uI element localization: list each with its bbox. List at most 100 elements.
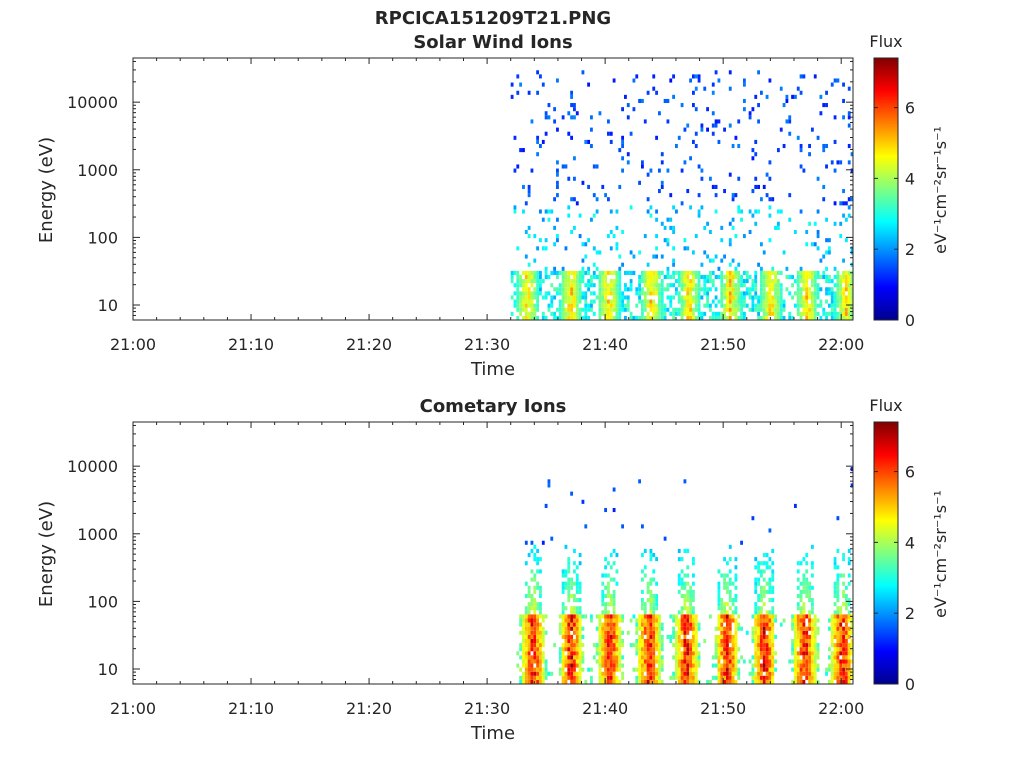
spectrogram-cell <box>742 303 746 308</box>
spectrogram-cell <box>692 279 695 284</box>
spectrogram-cell <box>706 127 709 132</box>
spectrogram-cell <box>692 270 695 275</box>
spectrogram-cell <box>830 160 834 165</box>
spectrogram-cell <box>635 287 639 292</box>
spectrogram-cell <box>700 205 704 210</box>
spectrogram-cell <box>808 295 811 300</box>
spectrogram-cell <box>714 184 718 189</box>
spectrogram-cell <box>578 659 582 664</box>
spectrogram-cell <box>810 307 814 312</box>
spectrogram-cell <box>675 614 678 619</box>
spectrogram-cell <box>776 270 780 275</box>
spectrogram-cell <box>723 557 726 562</box>
spectrogram-cell <box>757 262 760 267</box>
spectrogram-cell <box>799 299 803 304</box>
spectrogram-cell <box>847 663 851 668</box>
spectrogram-cell <box>556 193 559 198</box>
spectrogram-cell <box>757 675 760 680</box>
spectrogram-cell <box>759 561 763 566</box>
spectrogram-cell <box>536 307 540 312</box>
spectrogram-cell <box>649 213 653 218</box>
spectrogram-cell <box>726 618 729 623</box>
spectrogram-cell <box>675 667 678 672</box>
spectrogram-cell <box>638 614 642 619</box>
spectrogram-cell <box>530 307 534 312</box>
spectrogram-cell <box>570 614 574 619</box>
spectrogram-cell <box>683 602 687 607</box>
spectrogram-cell <box>731 197 735 202</box>
spectrogram-cell <box>844 626 848 631</box>
spectrogram-cell <box>813 307 817 312</box>
colorbar-tick-label: 6 <box>905 463 915 482</box>
spectrogram-cell <box>607 589 610 594</box>
spectrogram-cell <box>771 610 775 615</box>
spectrogram-cell <box>799 638 803 644</box>
spectrogram-cell <box>570 659 574 664</box>
spectrogram-cell <box>844 630 848 635</box>
spectrogram-cell <box>833 303 837 308</box>
spectrogram-cell <box>844 307 848 312</box>
spectrogram-cell <box>612 614 616 619</box>
spectrogram-cell <box>649 168 653 173</box>
spectrogram-cell <box>618 643 622 648</box>
spectrogram-cell <box>621 630 625 635</box>
spectrogram-cell <box>536 139 540 144</box>
colorbar-tick-label: 6 <box>905 99 915 118</box>
spectrogram-cell <box>836 589 840 594</box>
spectrogram-cell <box>799 614 803 619</box>
spectrogram-cell <box>720 295 724 300</box>
spectrogram-cell <box>686 638 690 644</box>
spectrogram-cell <box>553 643 557 648</box>
spectrogram-cell <box>728 577 732 582</box>
spectrogram-cell <box>816 246 820 251</box>
spectrogram-cell <box>717 667 721 672</box>
spectrogram-cell <box>788 119 792 124</box>
spectrogram-cell <box>697 655 701 660</box>
spectrogram-cell <box>530 614 534 619</box>
spectrogram-cell <box>791 618 794 623</box>
spectrogram-cell <box>561 602 565 607</box>
spectrogram-cell <box>751 287 755 292</box>
spectrogram-cell <box>762 667 766 672</box>
spectrogram-cell <box>836 655 840 660</box>
spectrogram-cell <box>844 643 848 648</box>
spectrogram-cell <box>842 201 845 206</box>
spectrogram-cell <box>720 634 724 639</box>
spectrogram-cell <box>547 307 551 312</box>
spectrogram-cell <box>697 299 701 304</box>
spectrogram-cell <box>782 315 786 320</box>
spectrogram-cell <box>728 274 732 280</box>
spectrogram-cell <box>754 221 758 226</box>
spectrogram-cell <box>578 679 582 684</box>
spectrogram-cell <box>680 303 684 308</box>
spectrogram-cell <box>816 651 820 656</box>
spectrogram-cell <box>771 626 775 631</box>
spectrogram-cell <box>655 659 659 664</box>
spectrogram-cell <box>643 626 647 631</box>
spectrogram-cell <box>658 679 661 684</box>
spectrogram-cell <box>813 291 817 296</box>
spectrogram-cell <box>561 270 565 275</box>
spectrogram-cell <box>652 655 656 660</box>
spectrogram-cell <box>808 651 811 656</box>
spectrogram-cell <box>720 610 724 615</box>
spectrogram-cell <box>779 295 783 300</box>
spectrogram-cell <box>844 279 848 284</box>
spectrogram-cell <box>765 659 769 664</box>
spectrogram-cell <box>728 299 732 304</box>
spectrogram-cell <box>680 626 684 631</box>
spectrogram-cell <box>728 638 732 644</box>
spectrogram-cell <box>813 74 817 79</box>
spectrogram-cell <box>581 295 585 300</box>
spectrogram-cell <box>626 303 630 308</box>
spectrogram-cell <box>581 279 585 284</box>
spectrogram-cell <box>641 679 644 684</box>
spectrogram-cell <box>533 598 537 603</box>
spectrogram-cell <box>802 585 806 590</box>
spectrogram-cell <box>584 524 588 529</box>
spectrogram-cell <box>621 295 625 300</box>
spectrogram-cell <box>536 246 540 251</box>
spectrogram-cell <box>573 291 576 296</box>
